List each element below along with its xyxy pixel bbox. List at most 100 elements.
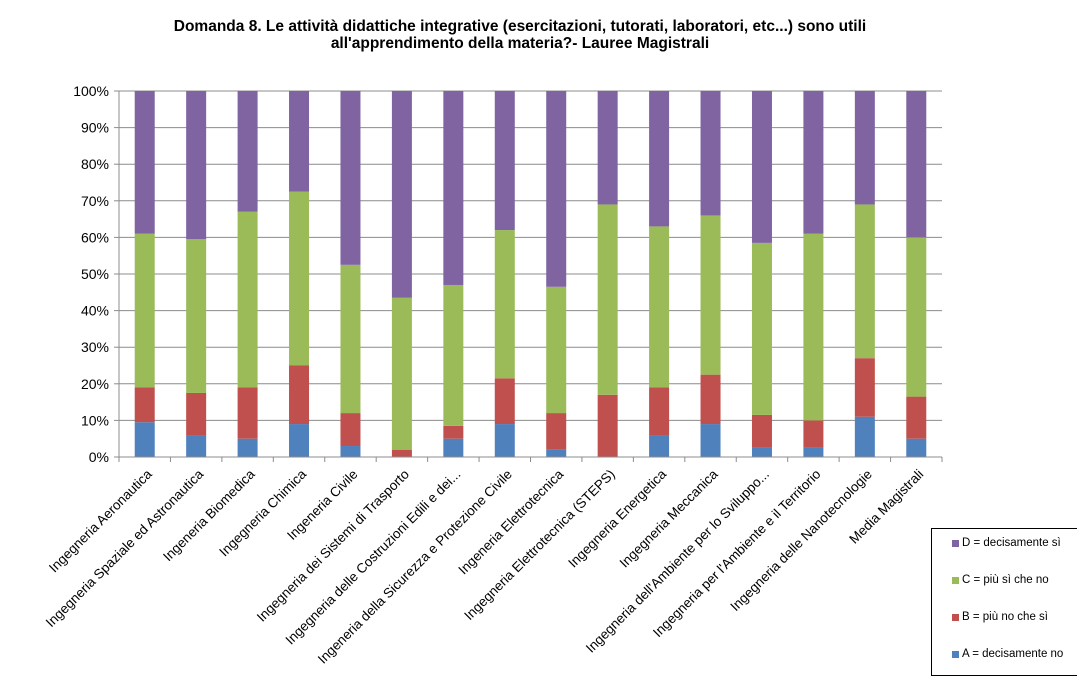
bar-segment <box>494 230 515 379</box>
legend-label: A = decisamente no <box>962 648 1064 660</box>
y-tick-label: 70% <box>81 193 109 209</box>
bar-segment <box>391 449 412 457</box>
legend-swatch <box>952 650 959 658</box>
bar-segment <box>391 91 412 298</box>
bar-segment <box>649 226 670 388</box>
x-tick-label: Ingegneria dell'Ambiente per lo Sviluppo… <box>583 467 772 656</box>
bars <box>134 91 927 457</box>
bar-segment <box>237 387 258 439</box>
bar-segment <box>751 447 772 457</box>
bar-segment <box>854 416 875 457</box>
bar-segment <box>700 374 721 425</box>
bar-segment <box>854 358 875 417</box>
x-tick-label: Ingeneria della Sicurezza e Protezione C… <box>315 467 515 667</box>
legend-item: D = decisamente sì <box>952 537 1061 549</box>
y-tick-label: 60% <box>81 229 109 245</box>
legend-label: C = più sì che no <box>962 574 1049 586</box>
legend: D = decisamente sì C = più sì che no B = p… <box>931 528 1077 676</box>
legend-label: B = più no che sì <box>962 611 1048 623</box>
legend-swatch <box>952 539 959 547</box>
y-tick-label: 40% <box>81 303 109 319</box>
bar-segment <box>134 422 155 457</box>
bar-segment <box>289 191 310 366</box>
bar-segment <box>186 239 207 393</box>
bar-segment <box>237 91 258 212</box>
bar-segment <box>546 91 567 287</box>
bar-segment <box>597 91 618 205</box>
bar-segment <box>443 438 464 457</box>
bar-segment <box>237 211 258 388</box>
x-tick-label: Ingeneria Biomedica <box>160 466 258 564</box>
bar-segment <box>700 91 721 216</box>
bar-segment <box>289 424 310 457</box>
y-tick-label: 80% <box>81 156 109 172</box>
bar-segment <box>906 237 927 397</box>
bar-segment <box>546 286 567 414</box>
bar-segment <box>906 91 927 238</box>
x-tick-label: Ingeneria Elettrotecnica <box>455 466 566 577</box>
y-tick-labels: 0% 10% 20% 30% 40% 50% 60% 70% 80% 90% 100% <box>73 83 109 465</box>
bar-segment <box>906 438 927 457</box>
bar-segment <box>700 424 721 457</box>
legend-item: B = più no che sì <box>952 611 1048 623</box>
x-tick-label: Ingegneria Chimica <box>216 466 309 559</box>
y-tick-label: 0% <box>89 449 109 465</box>
bar-segment <box>340 264 361 414</box>
bar-segment <box>494 91 515 231</box>
bar-segment <box>649 91 670 227</box>
y-tick-label: 100% <box>73 83 109 99</box>
bar-segment <box>186 392 207 436</box>
bar-segment <box>391 297 412 450</box>
chart-title: Domanda 8. Le attività didattiche integr… <box>0 18 1040 52</box>
bar-segment <box>134 387 155 423</box>
legend-swatch <box>952 613 959 621</box>
x-tick-label: Ingegneria Energetica <box>565 466 669 570</box>
legend-label: D = decisamente sì <box>962 537 1061 549</box>
chart-title-line-1: Domanda 8. Le attività didattiche integr… <box>173 18 867 35</box>
bar-segment <box>751 91 772 243</box>
bar-segment <box>340 446 361 457</box>
bar-segment <box>803 233 824 421</box>
bar-segment <box>546 449 567 457</box>
x-tick-label: Ingegneria Meccanica <box>617 466 721 570</box>
bar-segment <box>649 435 670 457</box>
y-tick-label: 20% <box>81 376 109 392</box>
bar-segment <box>854 204 875 359</box>
bar-segment <box>597 394 618 457</box>
axes <box>114 90 943 462</box>
legend-item: C = più sì che no <box>952 574 1049 586</box>
legend-swatch <box>952 576 959 584</box>
bar-segment <box>906 396 927 439</box>
y-tick-label: 10% <box>81 412 109 428</box>
bar-segment <box>443 284 464 426</box>
bar-segment <box>237 438 258 457</box>
bar-segment <box>443 91 464 285</box>
bar-segment <box>700 215 721 375</box>
y-tick-label: 50% <box>81 266 109 282</box>
y-tick-label: 90% <box>81 120 109 136</box>
bar-segment <box>649 387 670 436</box>
bar-segment <box>443 425 464 439</box>
bar-segment <box>751 242 772 415</box>
y-tick-label: 30% <box>81 339 109 355</box>
bar-segment <box>186 91 207 240</box>
bar-segment <box>340 91 361 265</box>
bar-segment <box>494 378 515 425</box>
bar-segment <box>289 91 310 192</box>
x-tick-label: Ingegneria Aeronautica <box>46 466 155 575</box>
legend-item: A = decisamente no <box>952 648 1063 660</box>
bar-segment <box>803 420 824 448</box>
bar-segment <box>854 91 875 205</box>
bar-segment <box>494 424 515 457</box>
bar-segment <box>340 413 361 447</box>
bar-segment <box>803 91 824 234</box>
bar-segment <box>134 233 155 388</box>
bar-segment <box>751 414 772 448</box>
bar-segment <box>803 447 824 457</box>
bar-segment <box>546 413 567 450</box>
bar-segment <box>289 365 310 425</box>
bar-segment <box>186 435 207 457</box>
chart-title-line-2: all'apprendimento della materia?- Lauree… <box>330 35 710 52</box>
